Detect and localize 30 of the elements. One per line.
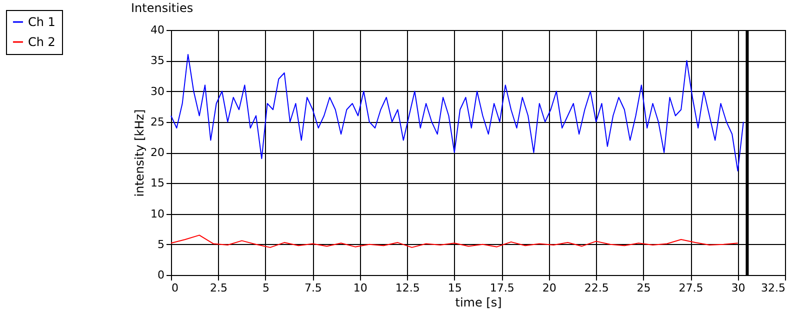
y-tick-label: 5 (158, 238, 164, 251)
y-tick-label: 35 (150, 54, 164, 68)
x-tick-label: 20 (542, 282, 556, 294)
x-tick-label: 2.5 (210, 282, 228, 294)
x-tick-label: 32.5 (761, 282, 786, 294)
y-tick-label: 30 (150, 84, 164, 98)
y-tick-label: 20 (150, 146, 164, 159)
x-tick-label: 27.5 (678, 282, 704, 294)
y-tick-label: 10 (150, 207, 164, 220)
y-tick-label: 25 (150, 115, 164, 128)
x-tick-label: 0 (172, 282, 178, 294)
x-tick-label: 30 (731, 282, 746, 294)
x-tick-label: 25 (636, 282, 651, 294)
chart-title: Intensities (131, 1, 194, 15)
x-tick-label: 17.5 (490, 282, 514, 294)
x-tick-label: 10 (353, 282, 368, 294)
y-axis-title: intensity [kHz] (132, 109, 147, 197)
x-tick-label: 5 (262, 282, 270, 294)
x-tick-label: 22.5 (584, 282, 609, 294)
x-tick-label: 7.5 (304, 282, 322, 294)
legend-label: Ch 2 (28, 35, 56, 49)
line-series (170, 234, 738, 248)
legend-label: Ch 1 (28, 15, 56, 29)
x-axis-title: time [s] (455, 296, 502, 310)
y-tick-label: 40 (150, 24, 164, 36)
y-tick-label: 15 (150, 176, 164, 190)
x-tick-label: 12.5 (395, 282, 420, 294)
line-series (170, 54, 744, 172)
x-tick-label: 15 (448, 282, 462, 294)
y-tick-label: 0 (158, 268, 164, 282)
